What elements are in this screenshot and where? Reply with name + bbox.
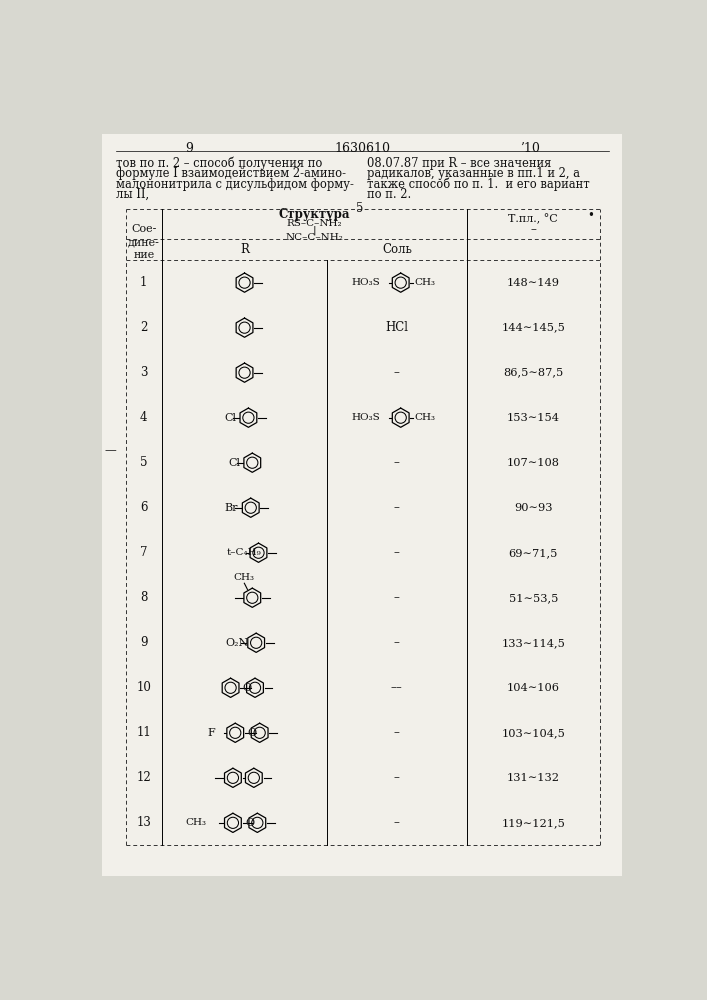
Text: –: – xyxy=(394,546,399,559)
Text: 11: 11 xyxy=(136,726,151,739)
Text: RS–C–NH₂: RS–C–NH₂ xyxy=(286,219,342,228)
Text: CH₃: CH₃ xyxy=(414,413,436,422)
Text: –: – xyxy=(394,816,399,829)
Text: 107∼108: 107∼108 xyxy=(507,458,560,468)
Text: |: | xyxy=(312,225,316,235)
Text: 153∼154: 153∼154 xyxy=(507,413,560,423)
Text: –: – xyxy=(394,456,399,469)
Text: 144∼145,5: 144∼145,5 xyxy=(501,323,565,333)
Text: —: — xyxy=(104,445,116,458)
Text: 9: 9 xyxy=(185,142,193,155)
Text: CH₃: CH₃ xyxy=(414,278,436,287)
Text: Cl: Cl xyxy=(228,458,240,468)
Text: Cl: Cl xyxy=(224,413,236,423)
Text: 7: 7 xyxy=(140,546,148,559)
Text: 86,5∼87,5: 86,5∼87,5 xyxy=(503,368,563,378)
Text: ––: –– xyxy=(391,681,403,694)
Text: Br: Br xyxy=(224,503,238,513)
Text: –: – xyxy=(394,501,399,514)
Text: HO₃S: HO₃S xyxy=(351,278,380,287)
Text: O: O xyxy=(245,818,254,828)
Text: Структура: Структура xyxy=(279,208,350,221)
Text: 13: 13 xyxy=(136,816,151,829)
Text: 90∼93: 90∼93 xyxy=(514,503,552,513)
Text: 6: 6 xyxy=(140,501,148,514)
Text: t–C₄H₉: t–C₄H₉ xyxy=(227,548,262,557)
Text: формуле I взаимодействием 2-амино-: формуле I взаимодействием 2-амино- xyxy=(115,167,346,180)
Text: 1630610: 1630610 xyxy=(334,142,390,155)
Text: 9: 9 xyxy=(140,636,148,649)
Text: также способ по п. 1.  и его вариант: также способ по п. 1. и его вариант xyxy=(368,178,590,191)
Text: Сое-
дине-
ние: Сое- дине- ние xyxy=(128,224,160,260)
Text: 104∼106: 104∼106 xyxy=(507,683,560,693)
Text: HO₃S: HO₃S xyxy=(351,413,380,422)
Text: –: – xyxy=(394,591,399,604)
Text: тов по п. 2 – способ получения по: тов по п. 2 – способ получения по xyxy=(115,157,322,170)
Text: 5: 5 xyxy=(140,456,148,469)
Text: •: • xyxy=(587,209,594,222)
Text: 51∼53,5: 51∼53,5 xyxy=(508,593,558,603)
Text: 12: 12 xyxy=(136,771,151,784)
Text: радикалов, указанные в пп.1 и 2, а: радикалов, указанные в пп.1 и 2, а xyxy=(368,167,580,180)
Text: лы II,: лы II, xyxy=(115,188,148,201)
Text: –: – xyxy=(394,636,399,649)
Text: HCl: HCl xyxy=(385,321,409,334)
Text: ’10: ’10 xyxy=(520,142,540,155)
Text: –: – xyxy=(530,224,536,237)
Text: Соль: Соль xyxy=(382,243,411,256)
FancyBboxPatch shape xyxy=(103,134,622,876)
Text: 148∼149: 148∼149 xyxy=(507,278,560,288)
Text: O: O xyxy=(243,683,252,693)
Text: 1: 1 xyxy=(140,276,148,289)
Text: 8: 8 xyxy=(140,591,148,604)
Text: по п. 2.: по п. 2. xyxy=(368,188,411,201)
Text: 5: 5 xyxy=(356,202,363,215)
Text: –: – xyxy=(394,366,399,379)
Text: O: O xyxy=(247,728,257,738)
Text: CH₃: CH₃ xyxy=(234,573,255,582)
Text: 103∼104,5: 103∼104,5 xyxy=(501,728,565,738)
Text: 2: 2 xyxy=(140,321,148,334)
Text: –: – xyxy=(394,726,399,739)
Text: 10: 10 xyxy=(136,681,151,694)
Text: 119∼121,5: 119∼121,5 xyxy=(501,818,565,828)
Text: малононитрила с дисульфидом форму-: малононитрила с дисульфидом форму- xyxy=(115,178,354,191)
Text: 3: 3 xyxy=(140,366,148,379)
Text: CH₃: CH₃ xyxy=(185,818,206,827)
Text: F: F xyxy=(207,728,215,738)
Text: 133∼114,5: 133∼114,5 xyxy=(501,638,565,648)
Text: –: – xyxy=(394,771,399,784)
Text: NC–C–NH₂: NC–C–NH₂ xyxy=(286,233,343,242)
Text: O₂N: O₂N xyxy=(226,638,249,648)
Text: R: R xyxy=(240,243,249,256)
Text: 4: 4 xyxy=(140,411,148,424)
Text: 69∼71,5: 69∼71,5 xyxy=(508,548,558,558)
Text: 131∼132: 131∼132 xyxy=(507,773,560,783)
Text: 08.07.87 при R – все значения: 08.07.87 при R – все значения xyxy=(368,157,551,170)
Text: Т.пл., °C: Т.пл., °C xyxy=(508,214,558,225)
